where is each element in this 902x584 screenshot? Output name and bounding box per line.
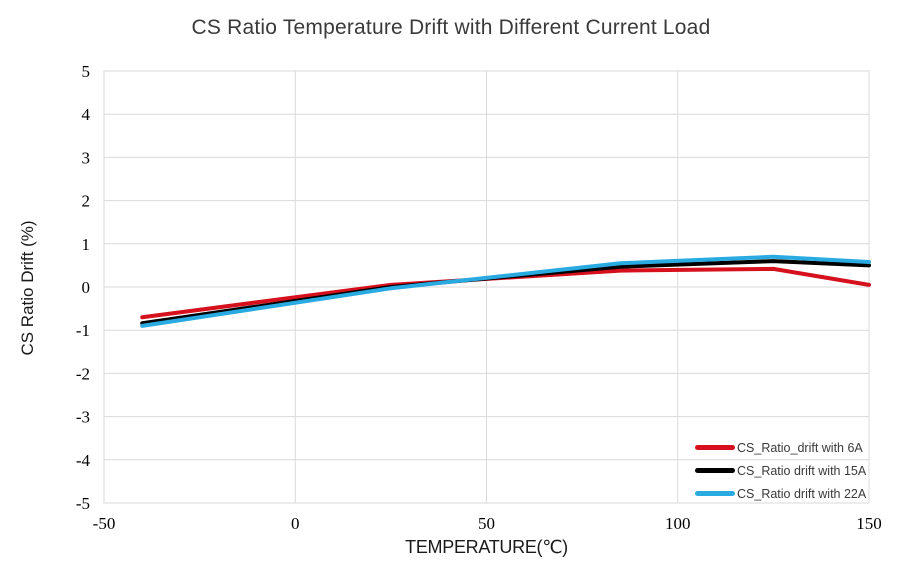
legend-item-2: CS_Ratio drift with 22A <box>695 482 866 505</box>
legend-item-0: CS_Ratio_drift with 6A <box>695 436 866 459</box>
x-axis-label: TEMPERATURE(℃) <box>405 537 568 557</box>
y-tick-label: -3 <box>76 408 90 427</box>
x-tick-label: 0 <box>291 514 300 533</box>
legend-label-0: CS_Ratio_drift with 6A <box>737 440 863 455</box>
y-tick-label: -1 <box>76 321 90 340</box>
x-tick-label: 50 <box>478 514 495 533</box>
y-tick-label: 4 <box>82 105 91 124</box>
x-tick-label: 150 <box>856 514 882 533</box>
y-tick-label: -2 <box>76 364 90 383</box>
y-tick-label: 3 <box>82 148 91 167</box>
plot-border <box>103 70 870 504</box>
x-tick-label: -50 <box>93 514 116 533</box>
legend-swatch-2 <box>695 491 735 496</box>
legend-swatch-0 <box>695 445 735 450</box>
y-tick-label: 5 <box>82 62 91 81</box>
legend: CS_Ratio_drift with 6A CS_Ratio drift wit… <box>695 436 866 505</box>
legend-item-1: CS_Ratio drift with 15A <box>695 459 866 482</box>
legend-label-2: CS_Ratio drift with 22A <box>737 486 867 501</box>
x-tick-label: 100 <box>665 514 691 533</box>
series-line-0 <box>140 266 871 320</box>
y-tick-label: 0 <box>82 278 91 297</box>
y-tick-label: -4 <box>76 451 91 470</box>
legend-label-1: CS_Ratio drift with 15A <box>737 463 867 478</box>
y-tick-label: 1 <box>82 235 91 254</box>
series-line-2 <box>140 254 871 328</box>
legend-swatch-1 <box>695 468 735 473</box>
chart-title: CS Ratio Temperature Drift with Differen… <box>191 16 711 39</box>
y-axis-label: CS Ratio Drift (%) <box>18 220 37 356</box>
y-tick-label: -5 <box>76 494 90 513</box>
y-tick-label: 2 <box>82 192 91 211</box>
